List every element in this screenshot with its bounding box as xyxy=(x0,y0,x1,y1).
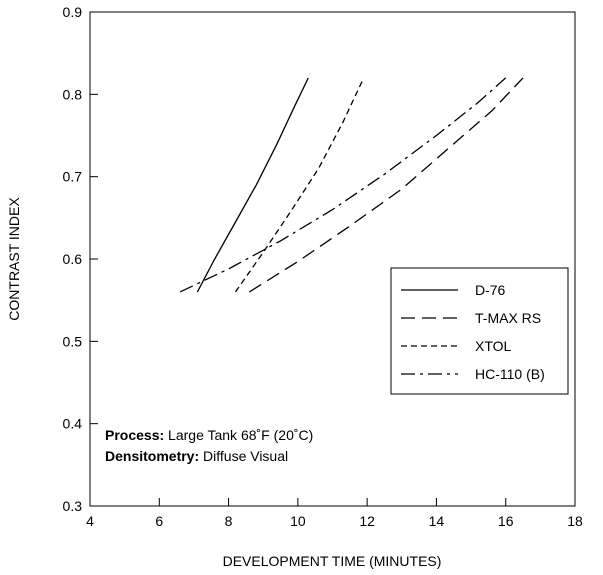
x-axis-label: DEVELOPMENT TIME (MINUTES) xyxy=(223,553,442,569)
x-tick-label: 8 xyxy=(225,513,233,529)
y-tick-label: 0.6 xyxy=(63,251,83,267)
series-lines xyxy=(179,77,524,293)
y-tick-label: 0.3 xyxy=(63,498,83,514)
y-tick-label: 0.7 xyxy=(63,169,83,185)
densitometry-note-label: Densitometry: xyxy=(105,448,199,464)
process-note: Process: Large Tank 68˚F (20˚C) xyxy=(105,427,313,443)
x-tick-label: 10 xyxy=(290,513,306,529)
annotation: Process: Large Tank 68˚F (20˚C) Densitom… xyxy=(105,427,313,464)
legend: D-76 T-MAX RS XTOL HC-110 (B) xyxy=(390,267,569,395)
legend-box xyxy=(390,267,569,395)
densitometry-note: Densitometry: Diffuse Visual xyxy=(105,448,288,464)
y-axis-ticks: 0.3 0.4 0.5 0.6 0.7 0.8 0.9 xyxy=(63,4,98,514)
y-axis-label: CONTRAST INDEX xyxy=(6,197,22,321)
x-tick-label: 14 xyxy=(429,513,445,529)
legend-label: D-76 xyxy=(475,282,506,298)
legend-label: T-MAX RS xyxy=(475,310,541,326)
x-tick-label: 6 xyxy=(155,513,163,529)
y-tick-label: 0.5 xyxy=(63,333,83,349)
x-tick-label: 18 xyxy=(567,513,583,529)
y-tick-label: 0.9 xyxy=(63,4,83,20)
series-line-d-76 xyxy=(196,77,309,293)
x-tick-label: 12 xyxy=(359,513,375,529)
y-tick-label: 0.8 xyxy=(63,86,83,102)
y-tick-label: 0.4 xyxy=(63,416,83,432)
x-axis-ticks: 4 6 8 10 12 14 16 18 xyxy=(86,498,583,529)
x-tick-label: 4 xyxy=(86,513,94,529)
series-line-t-max-rs xyxy=(249,77,524,293)
process-note-label: Process: xyxy=(105,427,164,443)
x-tick-label: 16 xyxy=(498,513,514,529)
legend-label: HC-110 (B) xyxy=(475,366,545,382)
process-note-text: Large Tank 68˚F (20˚C) xyxy=(164,427,313,443)
densitometry-note-text: Diffuse Visual xyxy=(199,448,288,464)
series-line-hc-110-b xyxy=(179,77,507,293)
series-line-xtol xyxy=(234,77,365,293)
legend-label: XTOL xyxy=(475,338,512,354)
